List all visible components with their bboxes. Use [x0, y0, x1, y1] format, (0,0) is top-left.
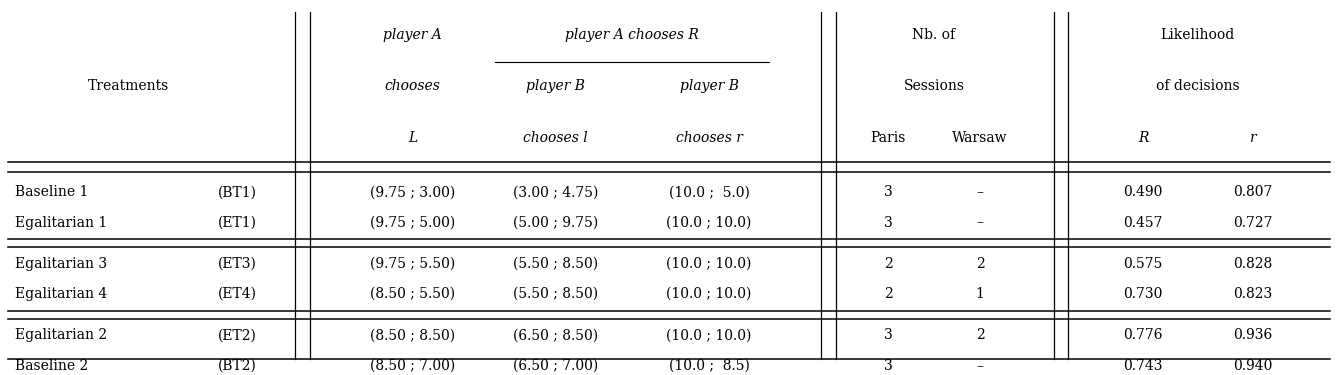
Text: Nb. of: Nb. of	[913, 27, 955, 42]
Text: Egalitarian 1: Egalitarian 1	[15, 216, 107, 229]
Text: 2: 2	[975, 257, 985, 271]
Text: (9.75 ; 5.00): (9.75 ; 5.00)	[371, 216, 455, 229]
Text: 2: 2	[975, 328, 985, 342]
Text: (9.75 ; 3.00): (9.75 ; 3.00)	[371, 185, 455, 199]
Text: (9.75 ; 5.50): (9.75 ; 5.50)	[371, 257, 455, 271]
Text: –: –	[977, 216, 983, 229]
Text: (10.0 ; 10.0): (10.0 ; 10.0)	[666, 287, 752, 301]
Text: (6.50 ; 7.00): (6.50 ; 7.00)	[512, 358, 598, 373]
Text: R: R	[1137, 131, 1148, 145]
Text: chooses l: chooses l	[523, 131, 587, 145]
Text: (ET1): (ET1)	[218, 216, 257, 229]
Text: Egalitarian 2: Egalitarian 2	[15, 328, 107, 342]
Text: (10.0 ;  5.0): (10.0 ; 5.0)	[669, 185, 749, 199]
Text: 0.823: 0.823	[1232, 287, 1272, 301]
Text: 3: 3	[883, 216, 892, 229]
Text: (BT2): (BT2)	[218, 358, 257, 373]
Text: L: L	[408, 131, 417, 145]
Text: (8.50 ; 5.50): (8.50 ; 5.50)	[371, 287, 455, 301]
Text: (3.00 ; 4.75): (3.00 ; 4.75)	[512, 185, 598, 199]
Text: (BT1): (BT1)	[218, 185, 257, 199]
Text: player A: player A	[383, 27, 442, 42]
Text: Treatments: Treatments	[87, 79, 169, 93]
Text: 3: 3	[883, 185, 892, 199]
Text: 0.936: 0.936	[1232, 328, 1272, 342]
Text: 3: 3	[883, 358, 892, 373]
Text: 0.730: 0.730	[1124, 287, 1163, 301]
Text: 0.940: 0.940	[1232, 358, 1272, 373]
Text: 0.743: 0.743	[1124, 358, 1163, 373]
Text: 0.776: 0.776	[1124, 328, 1163, 342]
Text: 0.490: 0.490	[1124, 185, 1163, 199]
Text: (ET3): (ET3)	[218, 257, 257, 271]
Text: Sessions: Sessions	[903, 79, 965, 93]
Text: (5.50 ; 8.50): (5.50 ; 8.50)	[512, 287, 598, 301]
Text: chooses: chooses	[385, 79, 440, 93]
Text: 1: 1	[975, 287, 985, 301]
Text: 2: 2	[883, 287, 892, 301]
Text: 0.457: 0.457	[1124, 216, 1163, 229]
Text: (5.00 ; 9.75): (5.00 ; 9.75)	[512, 216, 598, 229]
Text: 0.727: 0.727	[1232, 216, 1272, 229]
Text: –: –	[977, 358, 983, 373]
Text: (10.0 ; 10.0): (10.0 ; 10.0)	[666, 216, 752, 229]
Text: r: r	[1250, 131, 1256, 145]
Text: player B: player B	[680, 79, 739, 93]
Text: (8.50 ; 7.00): (8.50 ; 7.00)	[371, 358, 455, 373]
Text: (6.50 ; 8.50): (6.50 ; 8.50)	[512, 328, 598, 342]
Text: (ET2): (ET2)	[218, 328, 257, 342]
Text: (10.0 ; 10.0): (10.0 ; 10.0)	[666, 328, 752, 342]
Text: (ET4): (ET4)	[218, 287, 257, 301]
Text: 0.828: 0.828	[1232, 257, 1272, 271]
Text: –: –	[977, 185, 983, 199]
Text: (10.0 ;  8.5): (10.0 ; 8.5)	[669, 358, 749, 373]
Text: Egalitarian 3: Egalitarian 3	[15, 257, 107, 271]
Text: 2: 2	[883, 257, 892, 271]
Text: 3: 3	[883, 328, 892, 342]
Text: Egalitarian 4: Egalitarian 4	[15, 287, 107, 301]
Text: Baseline 2: Baseline 2	[15, 358, 88, 373]
Text: (8.50 ; 8.50): (8.50 ; 8.50)	[371, 328, 455, 342]
Text: (5.50 ; 8.50): (5.50 ; 8.50)	[512, 257, 598, 271]
Text: Warsaw: Warsaw	[953, 131, 1008, 145]
Text: 0.807: 0.807	[1232, 185, 1272, 199]
Text: (10.0 ; 10.0): (10.0 ; 10.0)	[666, 257, 752, 271]
Text: player A chooses R: player A chooses R	[566, 27, 700, 42]
Text: Baseline 1: Baseline 1	[15, 185, 88, 199]
Text: player B: player B	[526, 79, 585, 93]
Text: of decisions: of decisions	[1156, 79, 1239, 93]
Text: 0.575: 0.575	[1124, 257, 1163, 271]
Text: Paris: Paris	[870, 131, 906, 145]
Text: chooses r: chooses r	[676, 131, 743, 145]
Text: Likelihood: Likelihood	[1160, 27, 1235, 42]
